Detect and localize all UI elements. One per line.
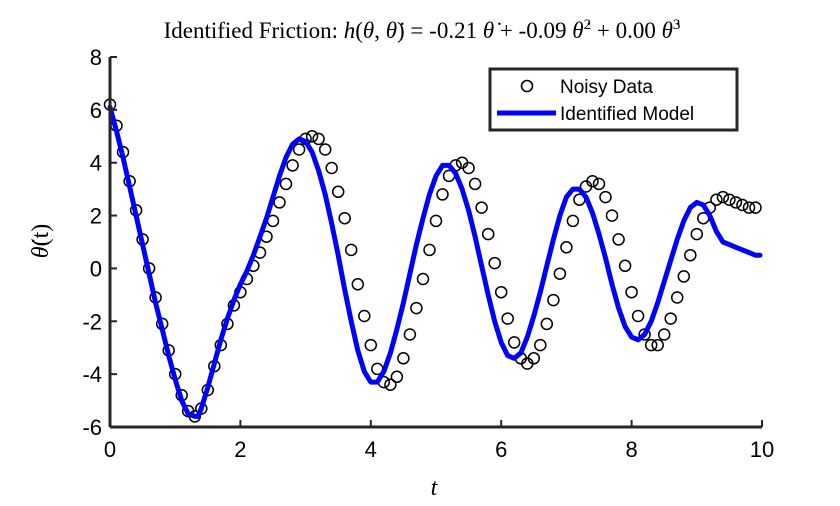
data-point-noisy bbox=[318, 143, 332, 156]
x-tick-label: 8 bbox=[625, 437, 637, 462]
data-point-noisy bbox=[481, 227, 495, 241]
y-tick-label: 2 bbox=[90, 204, 102, 229]
y-axis-label: θ̇(t) bbox=[28, 224, 54, 258]
data-point-noisy bbox=[436, 188, 449, 201]
data-point-noisy bbox=[586, 174, 599, 188]
y-tick-label: -2 bbox=[82, 309, 102, 334]
x-tick-label: 10 bbox=[750, 437, 774, 462]
data-point-noisy bbox=[429, 214, 443, 228]
data-point-noisy bbox=[338, 211, 351, 225]
data-point-noisy bbox=[331, 185, 345, 199]
data-point-noisy bbox=[664, 312, 677, 325]
data-point-noisy bbox=[292, 143, 306, 156]
data-point-noisy bbox=[749, 201, 762, 214]
x-tick-label: 0 bbox=[104, 437, 116, 462]
legend-label-identified-model: Identified Model bbox=[560, 104, 694, 125]
data-point-noisy bbox=[677, 270, 691, 283]
data-point-noisy bbox=[729, 196, 743, 209]
data-point-noisy bbox=[690, 227, 704, 241]
x-tick-label: 2 bbox=[234, 437, 246, 462]
data-point-noisy bbox=[605, 209, 619, 222]
data-point-noisy bbox=[279, 177, 293, 191]
data-point-noisy bbox=[494, 285, 508, 299]
data-point-noisy bbox=[501, 312, 514, 325]
data-point-noisy bbox=[618, 259, 632, 273]
data-point-noisy bbox=[670, 291, 684, 304]
data-point-noisy bbox=[390, 370, 404, 384]
data-point-noisy bbox=[534, 338, 547, 352]
data-point-noisy bbox=[592, 177, 606, 191]
y-tick-label: 4 bbox=[90, 151, 102, 176]
data-point-noisy bbox=[488, 256, 501, 270]
legend: Noisy Data Identified Model bbox=[488, 67, 739, 132]
data-point-noisy bbox=[612, 233, 625, 246]
data-point-noisy bbox=[305, 130, 319, 143]
data-point-noisy bbox=[410, 301, 423, 315]
data-point-noisy bbox=[716, 190, 730, 204]
data-point-noisy bbox=[273, 196, 286, 209]
data-point-noisy bbox=[423, 243, 436, 257]
data-point-noisy bbox=[631, 309, 645, 323]
chart-title: Identified Friction: h(θ, θ̇) = -0.21 θ̇… bbox=[164, 17, 681, 43]
data-point-noisy bbox=[384, 378, 397, 391]
x-tick-label: 4 bbox=[365, 437, 377, 462]
legend-marker-noisy-data bbox=[520, 79, 534, 93]
data-point-noisy bbox=[403, 328, 417, 341]
data-point-noisy bbox=[507, 336, 521, 349]
data-point-noisy bbox=[325, 161, 338, 175]
data-point-noisy bbox=[416, 272, 430, 286]
y-tick-label: 6 bbox=[90, 98, 102, 123]
y-tick-label: 0 bbox=[90, 256, 102, 281]
y-tick-label: -4 bbox=[82, 362, 102, 387]
x-tick-label: 6 bbox=[495, 437, 507, 462]
data-point-noisy bbox=[351, 278, 365, 291]
legend-box bbox=[488, 67, 739, 132]
data-point-noisy bbox=[468, 177, 482, 191]
series-line-identified-model bbox=[107, 104, 763, 419]
data-point-noisy bbox=[599, 190, 612, 204]
data-point-noisy bbox=[344, 243, 358, 257]
axes-layer: 0 2 4 6 8 10 -6 -4 -2 0 2 4 6 8 bbox=[82, 45, 774, 462]
data-point-noisy bbox=[397, 352, 410, 365]
data-point-noisy bbox=[553, 267, 567, 280]
data-point-noisy bbox=[566, 214, 580, 228]
data-point-noisy bbox=[736, 198, 749, 212]
data-point-noisy bbox=[625, 285, 638, 299]
data-point-noisy bbox=[540, 317, 554, 331]
legend-label-noisy-data: Noisy Data bbox=[560, 77, 653, 98]
data-point-noisy bbox=[527, 352, 541, 365]
data-point-noisy bbox=[286, 159, 299, 172]
series-layer bbox=[103, 98, 763, 423]
data-point-noisy bbox=[710, 193, 723, 206]
data-point-noisy bbox=[644, 338, 658, 352]
data-point-noisy bbox=[547, 293, 560, 307]
data-point-noisy bbox=[358, 309, 371, 323]
data-point-noisy bbox=[651, 338, 664, 352]
data-point-noisy bbox=[657, 328, 671, 341]
data-point-noisy bbox=[723, 193, 736, 206]
data-point-noisy bbox=[312, 132, 325, 146]
data-point-noisy bbox=[742, 201, 756, 214]
y-tick-label: -6 bbox=[82, 415, 102, 440]
data-point-noisy bbox=[462, 161, 475, 175]
data-point-noisy bbox=[364, 338, 378, 352]
data-point-noisy bbox=[684, 248, 697, 262]
data-point-noisy bbox=[560, 241, 573, 254]
data-point-noisy bbox=[475, 201, 488, 214]
y-tick-label: 8 bbox=[90, 45, 102, 70]
x-axis-label: t bbox=[431, 475, 439, 501]
